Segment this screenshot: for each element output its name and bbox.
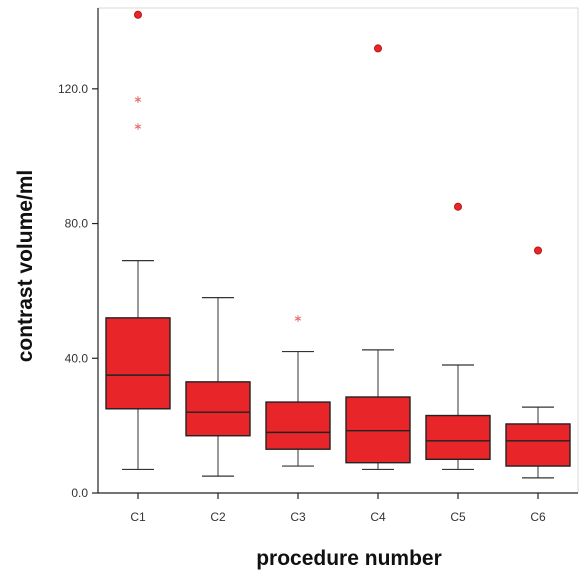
iqr-box bbox=[265, 401, 331, 450]
box-c2 bbox=[185, 297, 251, 477]
box-c4 bbox=[345, 44, 411, 471]
outlier-circle bbox=[453, 202, 462, 211]
box-c3: ∗ bbox=[265, 312, 331, 467]
iqr-box bbox=[345, 396, 411, 464]
y-tick-label: 120.0 bbox=[58, 82, 88, 96]
iqr-box bbox=[505, 423, 571, 467]
iqr-box bbox=[185, 381, 251, 437]
outlier-circle bbox=[133, 10, 142, 19]
box-c5 bbox=[425, 202, 491, 471]
outlier-circle bbox=[373, 44, 382, 53]
outlier-star: ∗ bbox=[293, 312, 302, 325]
outlier-star: ∗ bbox=[133, 120, 142, 133]
x-tick-label: C2 bbox=[210, 510, 226, 524]
boxes: ∗∗∗ bbox=[105, 10, 571, 479]
x-axis-title: procedure number bbox=[256, 547, 442, 570]
plot-frame bbox=[97, 7, 579, 494]
y-axis-title: contrast volume/ml bbox=[14, 170, 37, 363]
outlier-circle bbox=[534, 246, 543, 255]
x-tick-label: C4 bbox=[370, 510, 386, 524]
outlier-star: ∗ bbox=[133, 93, 142, 106]
iqr-box bbox=[105, 317, 171, 410]
x-tick-label: C1 bbox=[130, 510, 146, 524]
iqr-box bbox=[425, 414, 491, 461]
y-axis: 0.0 40.0 80.0 120.0 bbox=[58, 8, 99, 500]
y-tick-label: 40.0 bbox=[65, 351, 89, 365]
x-tick-label: C6 bbox=[530, 510, 546, 524]
box-c1: ∗∗ bbox=[105, 10, 171, 471]
x-tick-label: C5 bbox=[450, 510, 466, 524]
y-tick-label: 0.0 bbox=[71, 486, 88, 500]
y-tick-label: 80.0 bbox=[65, 217, 89, 231]
box-c6 bbox=[505, 246, 571, 479]
x-tick-label: C3 bbox=[290, 510, 306, 524]
x-axis: C1 C2 C3 C4 C5 C6 bbox=[98, 492, 578, 524]
